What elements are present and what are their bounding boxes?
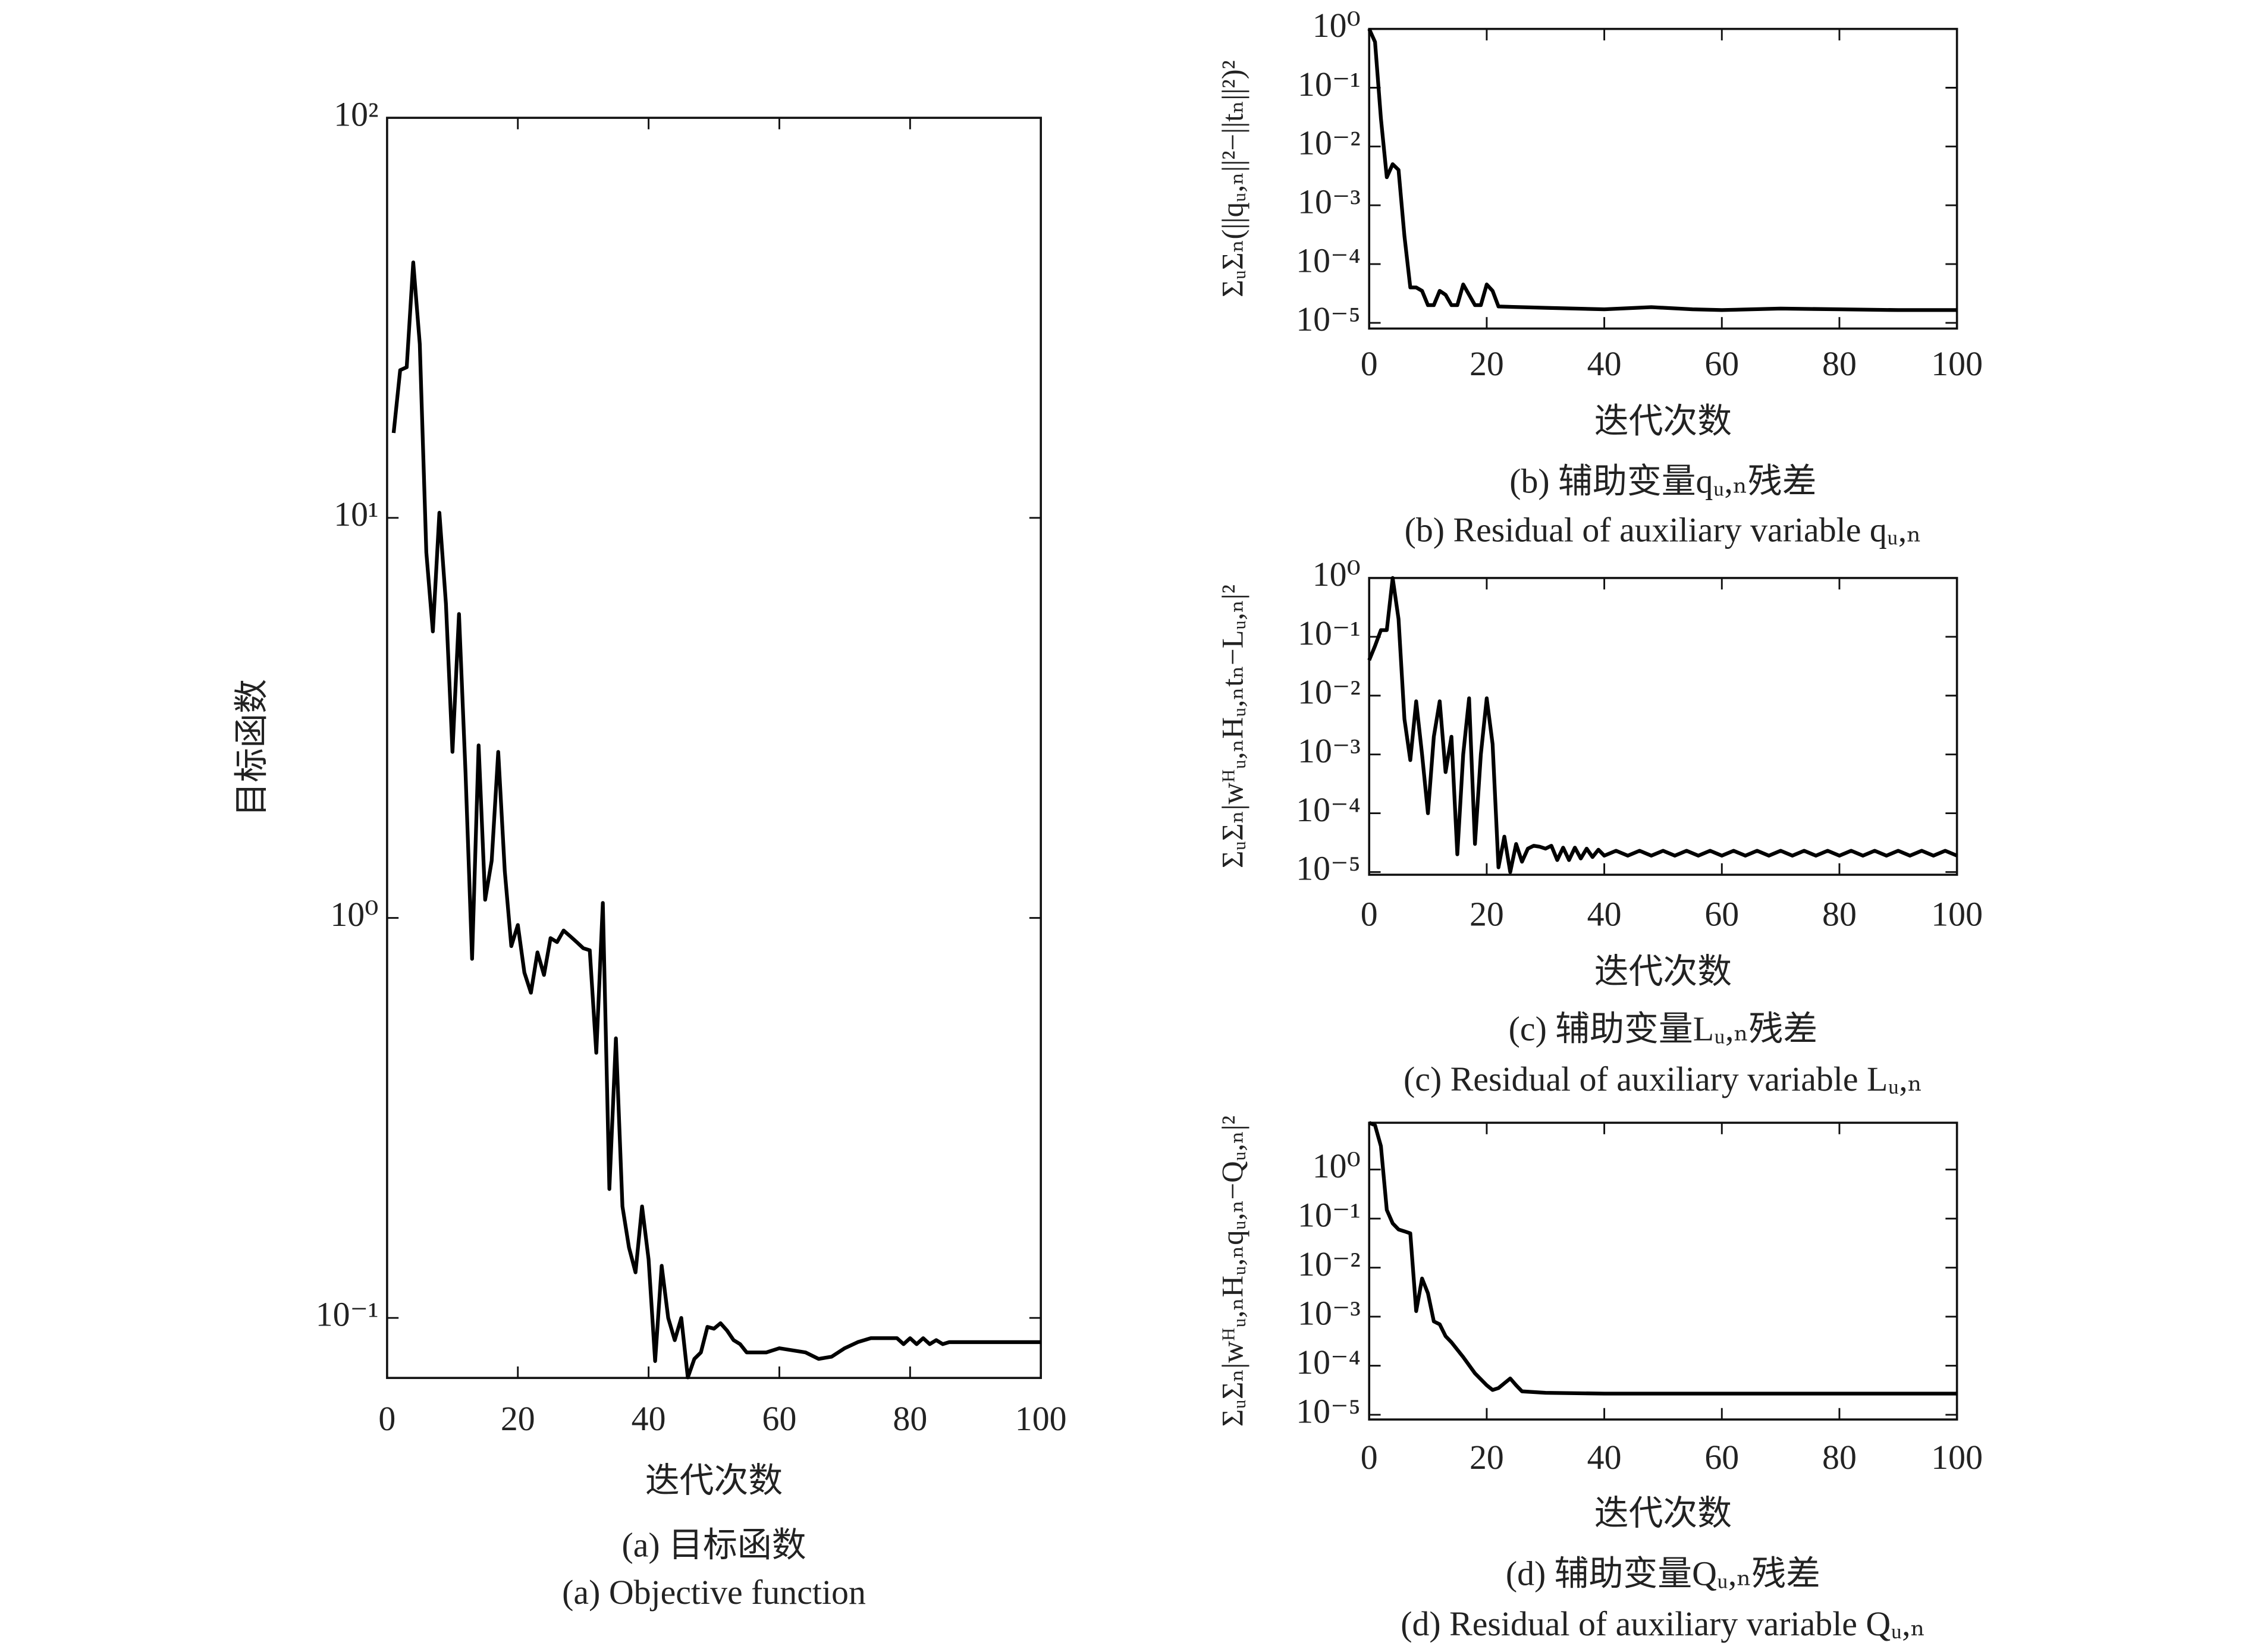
x-axis-label: 迭代次数 <box>645 1461 783 1500</box>
caption: (b) Residual of auxiliary variable qᵤ,ₙ <box>1405 510 1922 549</box>
x-tick-label: 100 <box>1931 895 1983 934</box>
y-tick-label: 10⁻³ <box>1298 182 1361 221</box>
plot-frame <box>386 117 1042 1379</box>
y-tick-label: 10⁻³ <box>1298 731 1361 770</box>
y-tick-label: 10⁰ <box>1313 1147 1361 1185</box>
y-tick-label: 10⁻¹ <box>1298 1195 1361 1234</box>
y-axis-label: ΣᵤΣₙ|wᴴᵤ,ₙHᵤ,ₙtₙ−Lᵤ,ₙ|² <box>1216 585 1249 868</box>
x-tick-label: 0 <box>1361 344 1378 383</box>
x-tick-label: 80 <box>1822 1438 1857 1477</box>
y-tick-label: 10⁰ <box>330 895 378 934</box>
x-tick-label: 80 <box>1822 344 1857 383</box>
x-tick-label: 100 <box>1931 1438 1983 1477</box>
y-tick-label: 10⁻⁴ <box>1296 790 1361 829</box>
caption: (b) 辅助变量qᵤ,ₙ残差 <box>1509 462 1816 501</box>
x-axis-label: 迭代次数 <box>1594 1494 1732 1532</box>
y-tick-label: 10⁻⁴ <box>1296 1343 1361 1381</box>
x-axis-label: 迭代次数 <box>1594 401 1732 440</box>
x-tick-label: 80 <box>893 1399 927 1438</box>
y-tick-label: 10¹ <box>334 495 378 533</box>
x-tick-label: 80 <box>1822 895 1857 934</box>
caption: (a) 目标函数 <box>622 1525 806 1564</box>
x-tick-label: 100 <box>1015 1399 1067 1438</box>
y-tick-label: 10⁻² <box>1298 1245 1361 1283</box>
x-tick-label: 60 <box>1704 1438 1739 1477</box>
y-tick-label: 10⁰ <box>1313 555 1361 593</box>
x-tick-label: 0 <box>1361 895 1378 934</box>
y-tick-label: 10⁻³ <box>1298 1293 1361 1332</box>
y-axis-label: ΣᵤΣₙ|wᴴᵤ,ₙHᵤ,ₙqᵤ,ₙ−Qᵤ,ₙ|² <box>1216 1116 1249 1427</box>
y-tick-label: 10⁻⁵ <box>1296 1392 1361 1430</box>
x-tick-label: 20 <box>1470 895 1504 934</box>
y-axis-label: 目标函数 <box>232 679 271 816</box>
x-tick-label: 40 <box>1587 344 1622 383</box>
y-tick-label: 10⁻⁵ <box>1296 849 1361 888</box>
caption: (d) Residual of auxiliary variable Qᵤ,ₙ <box>1401 1604 1925 1643</box>
caption: (d) 辅助变量Qᵤ,ₙ残差 <box>1506 1554 1820 1593</box>
x-tick-label: 20 <box>501 1399 535 1438</box>
x-tick-label: 60 <box>762 1399 797 1438</box>
x-axis-label: 迭代次数 <box>1594 952 1732 991</box>
y-tick-label: 10⁻² <box>1298 124 1361 162</box>
x-tick-label: 40 <box>1587 1438 1622 1477</box>
y-tick-label: 10⁻¹ <box>1298 614 1361 652</box>
caption: (a) Objective function <box>562 1573 866 1612</box>
x-tick-label: 40 <box>632 1399 666 1438</box>
y-tick-label: 10⁻¹ <box>1298 65 1361 103</box>
x-tick-label: 60 <box>1704 344 1739 383</box>
x-tick-label: 0 <box>378 1399 395 1438</box>
x-tick-label: 0 <box>1361 1438 1378 1477</box>
data-line <box>1367 28 1957 312</box>
y-tick-label: 10⁻² <box>1298 673 1361 711</box>
x-tick-label: 20 <box>1470 1438 1504 1477</box>
caption: (c) Residual of auxiliary variable Lᵤ,ₙ <box>1404 1060 1923 1098</box>
caption: (c) 辅助变量Lᵤ,ₙ残差 <box>1509 1009 1818 1048</box>
x-tick-label: 100 <box>1931 344 1983 383</box>
x-tick-label: 60 <box>1704 895 1739 934</box>
data-line <box>391 260 1041 1380</box>
y-tick-label: 10⁻⁴ <box>1296 241 1361 279</box>
plot-frame <box>1368 577 1958 876</box>
x-tick-label: 20 <box>1470 344 1504 383</box>
plot-frame <box>1368 1122 1958 1421</box>
y-tick-label: 10² <box>334 95 378 133</box>
y-tick-label: 10⁰ <box>1313 6 1361 45</box>
plot-frame <box>1368 27 1958 330</box>
y-axis-label: ΣᵤΣₙ(||qᵤ,ₙ||²−||tₙ||²)² <box>1216 60 1249 297</box>
y-tick-label: 10⁻¹ <box>316 1295 379 1334</box>
data-line <box>1368 1121 1957 1396</box>
y-tick-label: 10⁻⁵ <box>1296 300 1361 338</box>
data-line <box>1367 576 1958 874</box>
x-tick-label: 40 <box>1587 895 1622 934</box>
